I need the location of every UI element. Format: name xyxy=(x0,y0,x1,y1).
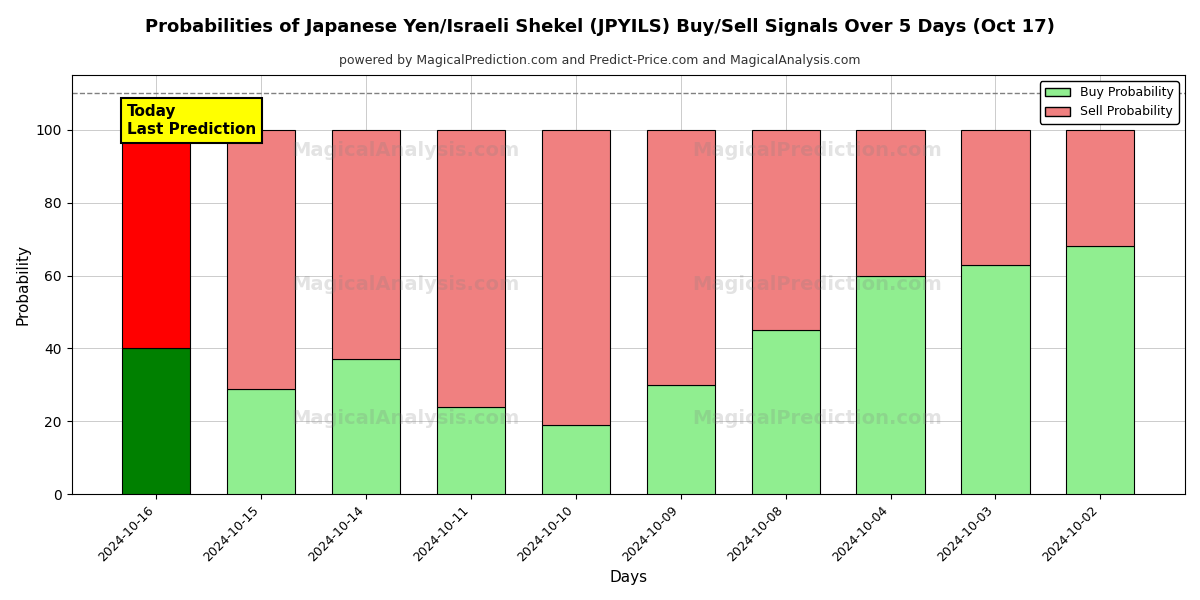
Bar xyxy=(332,130,401,359)
Y-axis label: Probability: Probability xyxy=(16,244,30,325)
Bar xyxy=(647,385,715,494)
Bar xyxy=(961,265,1030,494)
Bar xyxy=(857,130,925,275)
Bar xyxy=(437,407,505,494)
Text: powered by MagicalPrediction.com and Predict-Price.com and MagicalAnalysis.com: powered by MagicalPrediction.com and Pre… xyxy=(340,54,860,67)
Bar xyxy=(437,130,505,407)
Text: Probabilities of Japanese Yen/Israeli Shekel (JPYILS) Buy/Sell Signals Over 5 Da: Probabilities of Japanese Yen/Israeli Sh… xyxy=(145,18,1055,36)
Text: MagicalPrediction.com: MagicalPrediction.com xyxy=(692,141,942,160)
Bar xyxy=(751,330,820,494)
Bar xyxy=(227,389,295,494)
Bar xyxy=(227,130,295,389)
Bar xyxy=(1067,130,1134,247)
X-axis label: Days: Days xyxy=(610,570,647,585)
Text: MagicalPrediction.com: MagicalPrediction.com xyxy=(692,275,942,294)
Bar xyxy=(541,425,610,494)
Bar xyxy=(961,130,1030,265)
Bar xyxy=(332,359,401,494)
Bar xyxy=(122,130,191,349)
Text: MagicalAnalysis.com: MagicalAnalysis.com xyxy=(292,275,520,294)
Bar xyxy=(1067,247,1134,494)
Legend: Buy Probability, Sell Probability: Buy Probability, Sell Probability xyxy=(1040,81,1178,124)
Text: MagicalAnalysis.com: MagicalAnalysis.com xyxy=(292,409,520,428)
Text: MagicalAnalysis.com: MagicalAnalysis.com xyxy=(292,141,520,160)
Bar xyxy=(541,130,610,425)
Bar xyxy=(122,349,191,494)
Bar xyxy=(857,275,925,494)
Text: MagicalPrediction.com: MagicalPrediction.com xyxy=(692,409,942,428)
Bar xyxy=(751,130,820,330)
Text: Today
Last Prediction: Today Last Prediction xyxy=(127,104,257,137)
Bar xyxy=(647,130,715,385)
